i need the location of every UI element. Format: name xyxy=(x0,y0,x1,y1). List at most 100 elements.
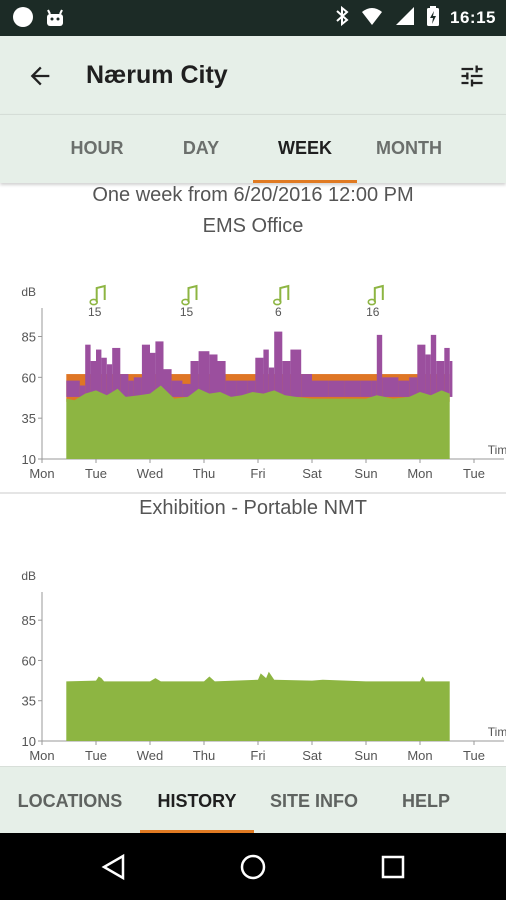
tab-month[interactable]: MONTH xyxy=(357,115,461,183)
series-purple-bar xyxy=(376,334,383,397)
nav-history[interactable]: HISTORY xyxy=(140,767,254,834)
tab-label: WEEK xyxy=(278,138,332,158)
filter-settings-button[interactable] xyxy=(454,58,490,94)
x-tick-label: Tue xyxy=(85,748,107,763)
y-tick-label: 10 xyxy=(22,734,36,749)
x-tick-label: Sat xyxy=(302,748,322,763)
recents-square-icon xyxy=(381,855,405,879)
series-purple-bar xyxy=(66,380,80,397)
series-purple-bar xyxy=(430,334,437,397)
series-purple-bar xyxy=(96,349,102,397)
series-purple-bar xyxy=(79,385,86,397)
x-tick-label: Tue xyxy=(463,466,485,481)
series-purple-bar xyxy=(236,380,248,397)
annotation-count-label: 15 xyxy=(180,305,194,319)
series-green-area xyxy=(66,671,450,741)
tab-label: HOUR xyxy=(70,138,124,158)
x-tick-label: Wed xyxy=(137,466,164,481)
bottom-navigation: LOCATIONS HISTORY SITE INFO HELP xyxy=(0,766,506,834)
tab-week[interactable]: WEEK xyxy=(253,115,357,183)
series-purple-bar xyxy=(171,380,183,397)
series-purple-bar xyxy=(128,380,134,397)
tab-day[interactable]: DAY xyxy=(149,115,253,183)
series-purple-bar xyxy=(371,380,377,397)
tab-hour[interactable]: HOUR xyxy=(45,115,149,183)
system-back-button[interactable] xyxy=(97,850,131,884)
annotation-count-label: 16 xyxy=(366,305,380,319)
chart-title-ems-office: EMS Office xyxy=(202,215,304,237)
series-purple-bar xyxy=(133,377,142,397)
nav-label: LOCATIONS xyxy=(17,791,123,811)
series-purple-bar xyxy=(263,349,269,397)
tune-sliders-icon xyxy=(461,65,483,87)
series-purple-bar xyxy=(255,357,264,397)
system-recents-button[interactable] xyxy=(376,850,410,884)
chart-divider xyxy=(0,492,506,494)
back-button[interactable] xyxy=(22,58,58,94)
series-purple-bar xyxy=(182,383,191,397)
y-axis-label: dB xyxy=(21,569,36,583)
tab-active-indicator xyxy=(253,180,357,183)
system-navigation-bar xyxy=(0,833,506,900)
series-purple-bar xyxy=(436,361,445,397)
y-tick-label: 35 xyxy=(22,411,36,426)
series-purple-bar xyxy=(382,377,399,397)
music-note-icon xyxy=(279,284,290,302)
tab-label: MONTH xyxy=(376,138,442,158)
x-tick-label: Sat xyxy=(302,466,322,481)
series-purple-bar xyxy=(449,361,453,397)
tab-label: DAY xyxy=(182,138,220,158)
music-note-icon xyxy=(187,284,198,302)
android-notification-icon xyxy=(44,6,66,33)
y-tick-label: 35 xyxy=(22,694,36,709)
date-range-heading: One week from 6/20/2016 12:00 PM xyxy=(92,184,414,206)
nav-active-indicator xyxy=(140,830,254,834)
system-home-button[interactable] xyxy=(236,850,270,884)
x-tick-label: Fri xyxy=(250,748,265,763)
annotation-count-label: 6 xyxy=(275,305,282,319)
nav-help[interactable]: HELP xyxy=(374,767,478,834)
series-purple-bar xyxy=(417,344,426,397)
series-purple-bar xyxy=(217,361,226,397)
x-tick-label: Wed xyxy=(137,748,164,763)
series-purple-bar xyxy=(425,354,431,397)
x-tick-label: Tue xyxy=(85,466,107,481)
nav-label: HELP xyxy=(401,791,450,811)
music-note-icon xyxy=(95,284,106,302)
series-purple-bar xyxy=(106,364,113,397)
series-purple-bar xyxy=(85,344,91,397)
nav-label: HISTORY xyxy=(157,791,237,811)
x-tick-label: Mon xyxy=(407,466,432,481)
y-tick-label: 60 xyxy=(22,370,36,385)
page-title: Nærum City xyxy=(86,61,228,89)
x-tick-label: Fri xyxy=(250,466,265,481)
nav-site-info[interactable]: SITE INFO xyxy=(254,767,374,834)
series-purple-bar xyxy=(282,361,291,397)
series-purple-bar xyxy=(225,380,237,397)
music-note-icon xyxy=(367,298,377,306)
y-axis-label: dB xyxy=(21,285,36,299)
series-purple-bar xyxy=(444,347,450,397)
music-note-icon xyxy=(373,284,384,302)
music-note-icon xyxy=(272,298,282,306)
series-purple-bar xyxy=(198,351,210,397)
series-purple-bar xyxy=(112,347,121,397)
series-purple-bar xyxy=(247,380,256,397)
nav-locations[interactable]: LOCATIONS xyxy=(0,767,140,834)
series-purple-bar xyxy=(141,344,150,397)
y-tick-label: 10 xyxy=(22,452,36,467)
series-purple-bar xyxy=(209,354,218,397)
period-tabs: HOUR DAY WEEK MONTH xyxy=(0,114,506,183)
series-purple-bar xyxy=(163,369,172,397)
x-tick-label: Mon xyxy=(29,748,54,763)
bluetooth-icon xyxy=(334,5,350,32)
series-purple-bar xyxy=(344,380,361,397)
series-purple-bar xyxy=(360,380,372,397)
status-bar: 16:15 xyxy=(0,0,506,36)
status-time: 16:15 xyxy=(450,8,496,27)
chart-title-exhibition: Exhibition - Portable NMT xyxy=(139,497,367,519)
x-tick-label: Mon xyxy=(29,466,54,481)
series-purple-bar xyxy=(101,357,107,397)
